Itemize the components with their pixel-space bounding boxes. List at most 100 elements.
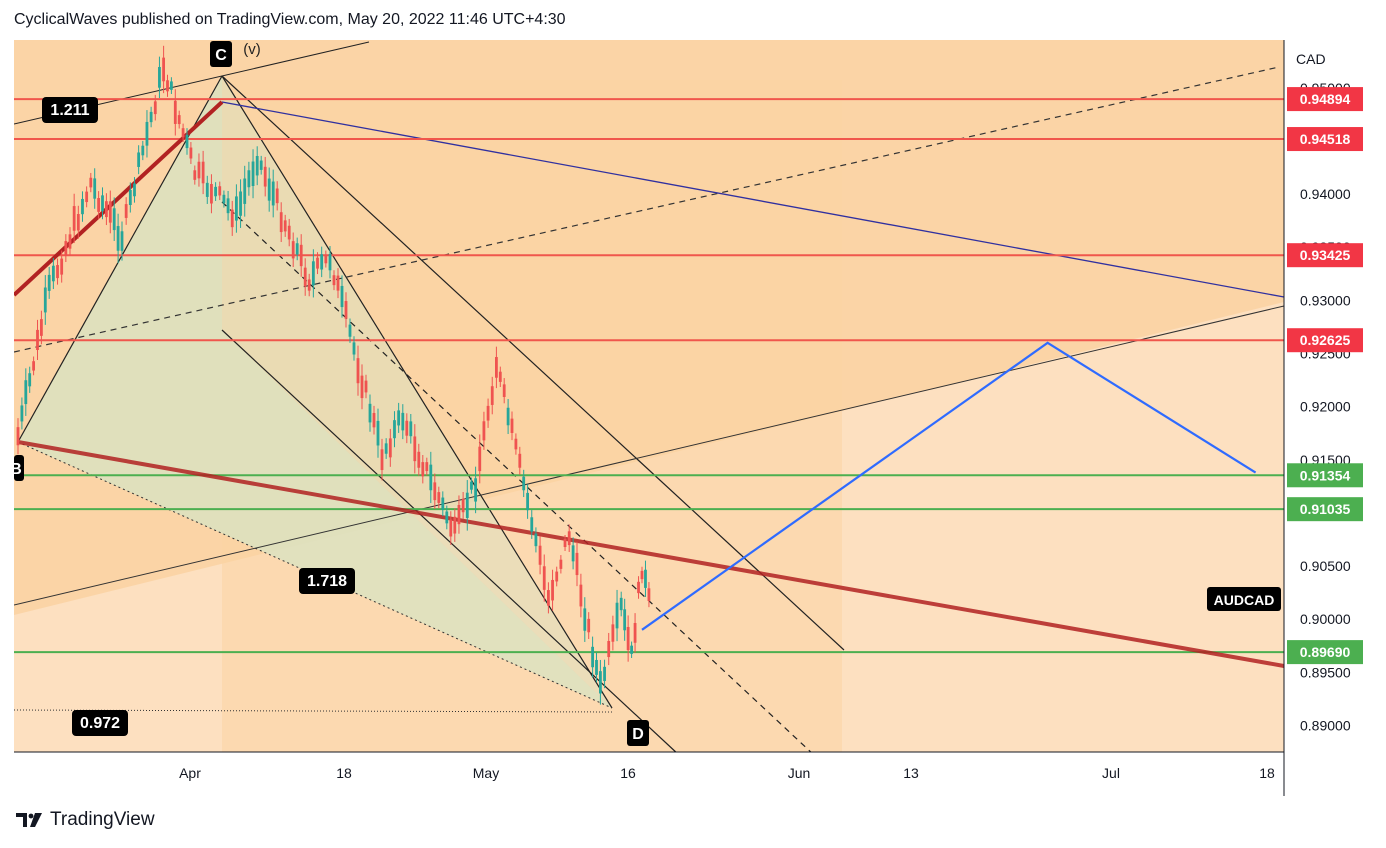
price-label-0: 0.94894 [1300, 91, 1351, 107]
candle-body [153, 101, 157, 115]
candle-body [40, 319, 43, 336]
candle-body [368, 403, 372, 423]
wave-label-d-bg [627, 720, 649, 746]
candle-body [637, 581, 640, 594]
chart-area[interactable]: 1.2111.7180.972C(v)DBAUDCADCAD0.950000.9… [10, 40, 1372, 796]
candle-body [409, 421, 413, 437]
candle-body [76, 214, 80, 231]
candle-body [51, 265, 55, 282]
candle-body [36, 329, 39, 351]
candle-body [235, 196, 238, 221]
x-tick-0: Apr [179, 765, 201, 781]
candle-body [189, 147, 193, 159]
candle-body [380, 449, 384, 471]
candle-body [72, 206, 76, 231]
x-tick-2: May [473, 765, 499, 781]
candle-body [295, 243, 299, 255]
price-label-bg-2 [1287, 243, 1363, 268]
candle-body [470, 481, 473, 490]
price-label-bg-5 [1287, 497, 1363, 522]
candle-body [133, 183, 136, 197]
candle-body [128, 189, 132, 206]
candle-body [16, 427, 20, 446]
candle-body [482, 421, 486, 441]
candle-body [538, 545, 542, 565]
channel-upper [221, 75, 845, 651]
candle-body [591, 646, 594, 668]
candle-body [243, 178, 247, 204]
candle-body [287, 225, 291, 240]
candle-body [433, 482, 437, 501]
x-tick-4: Jun [788, 765, 811, 781]
candle-body [360, 375, 364, 399]
candle-body [158, 66, 161, 88]
price-chart[interactable]: 1.2111.7180.972C(v)DBAUDCADCAD0.950000.9… [10, 40, 1372, 796]
wave-label-c: C [215, 47, 227, 64]
candle-body [279, 212, 283, 233]
x-tick-5: 13 [903, 765, 919, 781]
candle-body [630, 645, 633, 654]
channel-mid [221, 201, 815, 756]
candle-body [356, 358, 360, 384]
wma-lower [17, 440, 1285, 668]
candle-body [644, 569, 647, 588]
candle-body [449, 519, 453, 537]
candle-body [551, 579, 554, 601]
y-tick-1: 0.94000 [1300, 186, 1351, 202]
candle-body [429, 464, 433, 491]
candle-body [20, 405, 24, 422]
price-label-bg-6 [1287, 640, 1363, 665]
candle-body [397, 410, 401, 426]
y-tick-7: 0.90500 [1300, 558, 1351, 574]
candle-body [441, 497, 445, 510]
symbol-tag: AUDCAD [1214, 592, 1275, 608]
candle-body [141, 145, 145, 156]
x-tick-3: 16 [620, 765, 636, 781]
candle-body [490, 386, 494, 405]
candle-body [263, 166, 267, 187]
tradingview-footer[interactable]: TradingView [16, 809, 155, 831]
candle-body [563, 539, 567, 548]
candle-body [514, 438, 518, 450]
candle-body [47, 274, 51, 291]
candle-body [205, 182, 209, 197]
candle-body [307, 279, 311, 291]
candle-body [145, 121, 149, 146]
candle-body [332, 275, 336, 286]
candle-body [384, 443, 388, 454]
candle-body [291, 241, 295, 259]
candle-body [352, 342, 356, 355]
candle-body [28, 373, 32, 387]
candle-body [457, 505, 461, 525]
candle-body [137, 152, 141, 167]
candle-body [81, 198, 84, 215]
candle-body [364, 380, 368, 393]
candle-body [623, 609, 627, 631]
candle-body [425, 462, 429, 472]
candle-body [218, 186, 222, 196]
candle-body [579, 584, 583, 607]
price-label-bg-1 [1287, 127, 1363, 152]
pattern-triangle-xab [18, 76, 612, 708]
candle-body [271, 181, 275, 206]
y-tick-5: 0.92000 [1300, 399, 1351, 415]
price-label-bg-3 [1287, 328, 1363, 353]
candle-body [587, 618, 591, 633]
x-tick-1: 18 [336, 765, 352, 781]
candle-body [185, 134, 189, 149]
candle-body [222, 194, 226, 204]
candle-body [599, 671, 602, 694]
candle-body [495, 357, 498, 378]
candle-body [437, 492, 441, 503]
wave-label-b-bg [14, 455, 24, 481]
candle-body [170, 81, 173, 90]
candle-body [583, 608, 587, 631]
ratio-label-bg-1 [299, 568, 355, 594]
candle-body [534, 533, 538, 547]
candle-body [116, 226, 120, 251]
candle-body [571, 545, 575, 562]
candle-body [201, 161, 205, 184]
candle-body [445, 511, 449, 524]
candle-body [465, 492, 469, 518]
candle-body [567, 531, 571, 546]
